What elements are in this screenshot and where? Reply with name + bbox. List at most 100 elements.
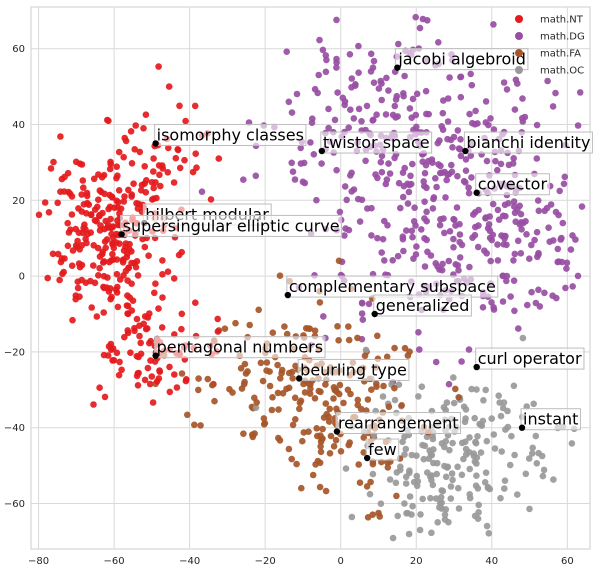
scatter-point	[127, 349, 134, 357]
scatter-point	[83, 192, 91, 200]
annotation-label: beurling type	[300, 360, 407, 379]
scatter-point	[121, 134, 128, 142]
scatter-point	[279, 390, 287, 397]
scatter-point	[68, 211, 76, 218]
scatter-point	[440, 404, 448, 411]
scatter-point	[101, 393, 109, 401]
scatter-point	[361, 352, 369, 360]
scatter-point	[377, 158, 385, 166]
scatter-point	[333, 166, 340, 174]
scatter-point	[497, 412, 505, 420]
scatter-point	[552, 89, 559, 97]
scatter-point	[497, 160, 505, 168]
scatter-point	[413, 472, 421, 480]
scatter-point	[134, 382, 142, 389]
y-tick-label: 40	[12, 120, 25, 131]
scatter-point	[346, 51, 354, 58]
scatter-point	[101, 238, 109, 245]
scatter-point	[424, 17, 431, 24]
scatter-point	[416, 526, 424, 534]
scatter-point	[528, 450, 536, 457]
scatter-point	[402, 480, 410, 487]
scatter-point	[116, 240, 123, 247]
legend-label: math.NT	[540, 15, 584, 26]
annotation-marker	[333, 428, 341, 435]
scatter-point	[535, 449, 542, 457]
scatter-point	[460, 177, 468, 185]
scatter-point	[394, 252, 402, 260]
scatter-point	[405, 530, 413, 538]
scatter-point	[94, 203, 101, 211]
scatter-point	[178, 325, 185, 333]
scatter-point	[488, 299, 495, 306]
scatter-point	[444, 118, 452, 125]
scatter-point	[528, 241, 535, 249]
scatter-point	[316, 299, 324, 306]
scatter-point	[93, 313, 101, 320]
scatter-point	[399, 438, 406, 446]
scatter-point	[466, 110, 473, 118]
scatter-point	[373, 383, 380, 391]
scatter-point	[443, 399, 451, 406]
scatter-point	[341, 98, 349, 105]
scatter-point	[376, 513, 384, 520]
scatter-point	[322, 68, 330, 76]
scatter-point	[155, 63, 162, 70]
scatter-point	[113, 349, 121, 357]
scatter-point	[443, 464, 451, 471]
scatter-point	[468, 385, 475, 393]
annotation: covector	[473, 173, 550, 196]
scatter-point	[378, 152, 386, 160]
scatter-point	[393, 492, 400, 500]
scatter-point	[499, 298, 507, 305]
annotation-marker	[295, 375, 303, 382]
scatter-point	[313, 196, 320, 204]
scatter-point	[511, 250, 519, 258]
scatter-point	[149, 399, 157, 406]
scatter-point	[556, 187, 563, 195]
scatter-point	[560, 180, 568, 188]
scatter-point	[465, 184, 472, 191]
scatter-point	[41, 199, 49, 206]
scatter-point	[354, 334, 361, 342]
scatter-point	[157, 182, 164, 190]
scatter-point	[476, 420, 483, 428]
scatter-point	[416, 346, 423, 353]
annotation-box	[475, 173, 550, 196]
scatter-point	[164, 169, 172, 176]
scatter-point	[325, 105, 332, 113]
scatter-point	[106, 203, 114, 211]
scatter-point	[90, 262, 97, 269]
scatter-point	[109, 357, 116, 364]
scatter-point	[378, 168, 386, 176]
scatter-point	[510, 382, 518, 390]
scatter-point	[242, 370, 250, 377]
scatter-point	[301, 389, 309, 396]
scatter-point	[413, 243, 420, 250]
scatter-point	[255, 306, 262, 314]
scatter-point	[261, 419, 269, 427]
scatter-point	[159, 257, 166, 264]
scatter-point	[450, 244, 457, 251]
scatter-point	[198, 188, 206, 195]
scatter-point	[195, 386, 202, 394]
scatter-point	[241, 360, 249, 368]
scatter-point	[449, 144, 456, 151]
annotation-label: few	[368, 440, 397, 459]
scatter-point	[100, 258, 108, 265]
scatter-point	[96, 264, 103, 272]
scatter-point	[274, 389, 282, 397]
legend-label: math.OC	[540, 66, 584, 77]
scatter-point	[35, 211, 43, 219]
scatter-point	[474, 120, 481, 127]
scatter-point	[445, 380, 453, 388]
scatter-point	[450, 374, 457, 381]
scatter-point	[350, 115, 358, 122]
scatter-point	[395, 179, 403, 187]
scatter-point	[494, 166, 501, 174]
scatter-point	[545, 224, 552, 231]
scatter-point	[483, 437, 491, 445]
scatter-point	[291, 394, 299, 402]
scatter-point	[506, 461, 514, 469]
annotation-marker	[371, 310, 378, 318]
